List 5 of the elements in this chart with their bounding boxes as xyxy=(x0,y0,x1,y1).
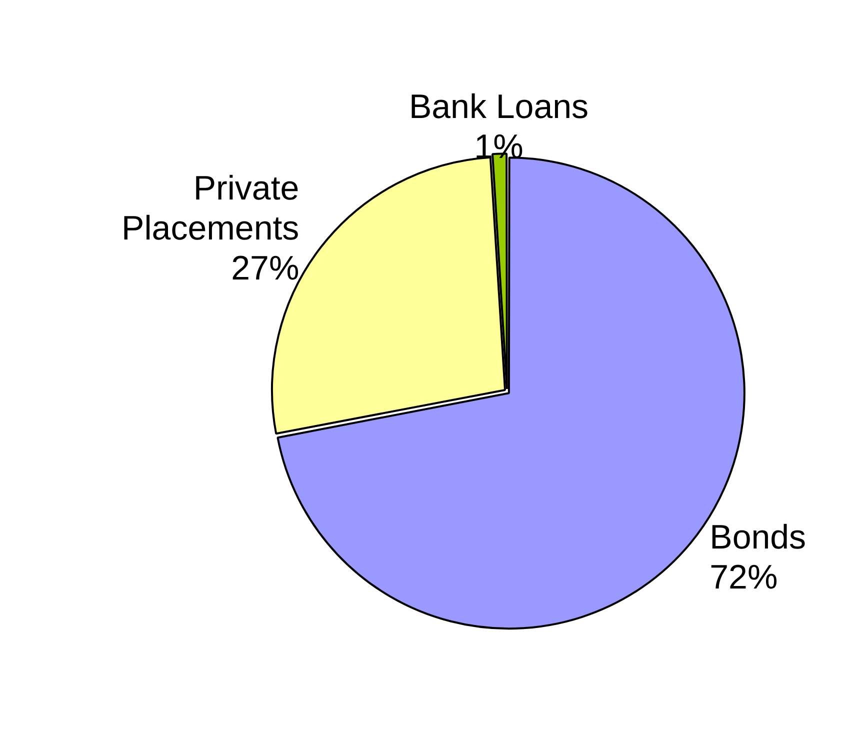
slice-label: Bonds xyxy=(710,518,806,557)
slice-label: Bank Loans xyxy=(408,88,589,126)
slice-label: Private Placements xyxy=(122,170,300,248)
data-label: 27% xyxy=(231,250,300,288)
data-label: 72% xyxy=(710,558,778,597)
